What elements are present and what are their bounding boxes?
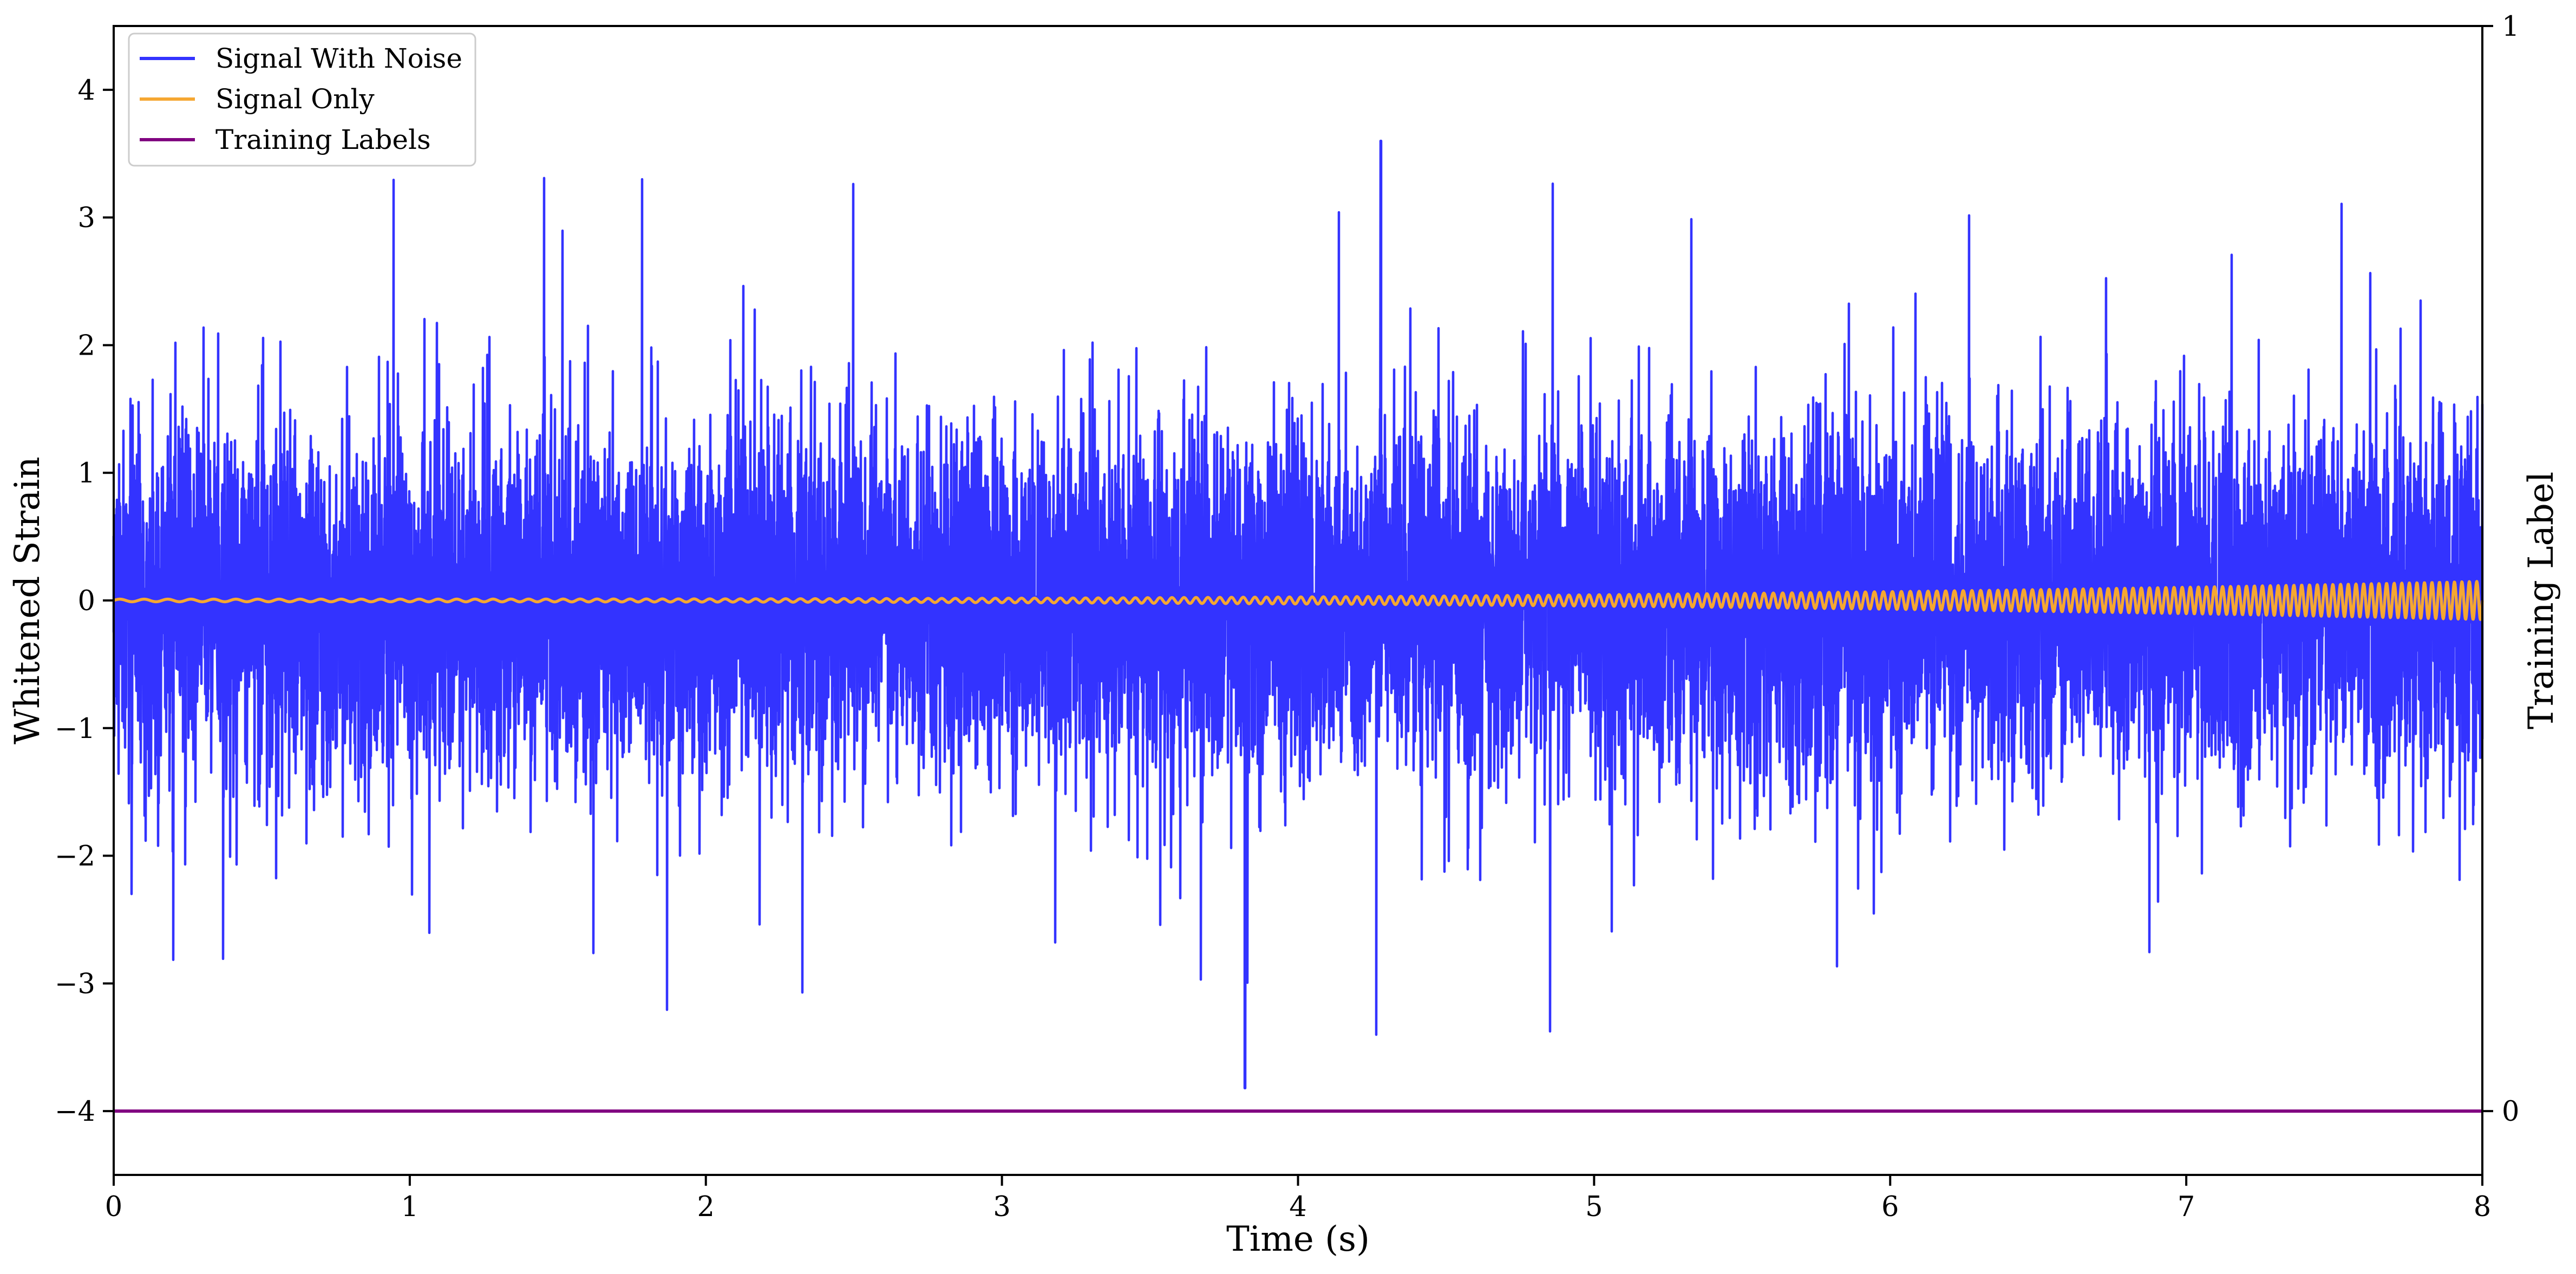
y-right-axis-ticks: 01 — [2482, 11, 2519, 1128]
y-tick-label: −3 — [55, 968, 95, 1000]
y-tick-label: 4 — [78, 75, 95, 107]
y-axis-title: Whitened Strain — [8, 456, 48, 744]
series-signal-with-noise-line — [112, 139, 2484, 1089]
x-tick-label: 6 — [1881, 1191, 1899, 1223]
y-tick-label: 2 — [78, 330, 95, 362]
legend-label-signal-only: Signal Only — [215, 83, 375, 115]
y-tick-label: −4 — [55, 1096, 95, 1128]
y-right-tick-label: 1 — [2502, 11, 2519, 43]
legend-label-signal-with-noise: Signal With Noise — [215, 43, 462, 74]
legend-label-training-labels: Training Labels — [215, 124, 431, 155]
legend: Signal With Noise Signal Only Training L… — [128, 32, 476, 167]
x-tick-label: 5 — [1585, 1191, 1603, 1223]
y-tick-label: −2 — [55, 841, 95, 873]
y-tick-label: 3 — [78, 202, 95, 234]
y-tick-label: −1 — [55, 713, 95, 745]
legend-box — [128, 32, 476, 167]
x-tick-label: 8 — [2474, 1191, 2491, 1223]
x-tick-label: 3 — [993, 1191, 1010, 1223]
y-tick-label: 0 — [78, 585, 95, 617]
y-axis-ticks: −4 −3 −2 −1 0 1 2 3 4 — [55, 75, 114, 1128]
x-tick-label: 1 — [401, 1191, 419, 1223]
series-layer — [112, 139, 2484, 1113]
x-axis-title: Time (s) — [1226, 1219, 1370, 1259]
x-tick-label: 2 — [697, 1191, 715, 1223]
series-signal-only-line — [112, 580, 2484, 621]
y-tick-label: 1 — [78, 458, 95, 489]
x-tick-label: 4 — [1289, 1191, 1306, 1223]
x-tick-label: 0 — [105, 1191, 122, 1223]
y-right-axis-title: Training Label — [2521, 472, 2561, 729]
y-right-tick-label: 0 — [2502, 1096, 2519, 1128]
x-axis-ticks: 0 1 2 3 4 5 6 7 8 — [105, 1175, 2491, 1223]
x-tick-label: 7 — [2178, 1191, 2195, 1223]
